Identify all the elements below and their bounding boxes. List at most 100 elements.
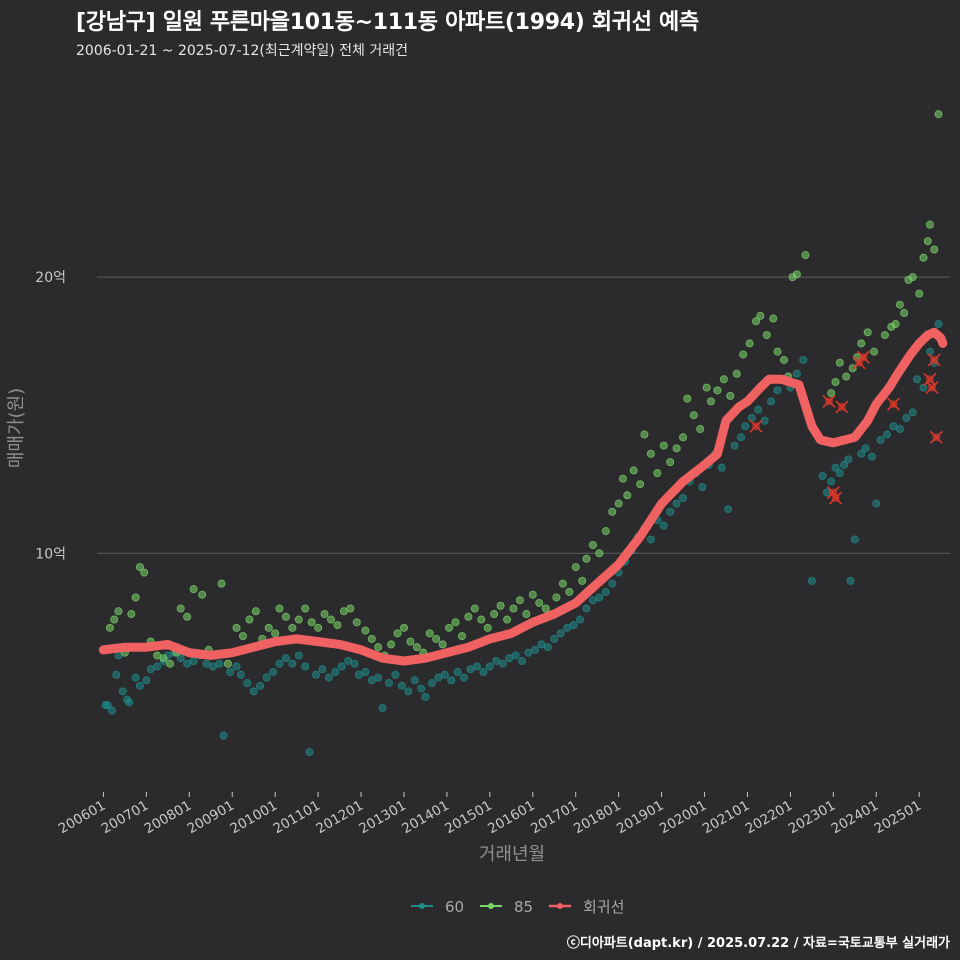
source-credit: ⓒ디아파트(dapt.kr) / 2025.07.22 / 자료=국토교통부 실… [566,936,950,951]
data-point-85 [752,317,761,326]
data-point-85 [827,389,836,398]
data-point-60 [118,687,127,696]
data-point-60 [792,369,801,378]
data-point-60 [556,629,565,638]
x-tick-label: 201201 [313,798,366,838]
data-point-60 [754,405,763,414]
data-point-60 [153,662,162,671]
data-point-60 [256,681,265,690]
data-point-60 [479,668,488,677]
data-point-60 [672,499,681,508]
data-point-85 [831,378,840,387]
chart-subtitle: 2006-01-21 ~ 2025-07-12(최근계약일) 전체 거래건 [76,43,408,59]
data-point-85 [925,220,934,229]
cancelled-point-cross [929,430,943,444]
x-tick-label: 202001 [657,798,710,838]
data-point-85 [870,347,879,356]
data-point-85 [689,411,698,420]
data-point-60 [135,681,144,690]
gridlines [97,276,950,554]
data-point-60 [472,662,481,671]
data-point-85 [653,469,662,478]
data-point-60 [840,460,849,469]
series-60-points [101,320,943,757]
cancelled-point-cross [828,491,843,505]
data-point-60 [646,535,655,544]
data-point-60 [767,397,776,406]
x-tick-label: 200601 [56,798,109,838]
cancelled-point-cross [749,419,763,433]
data-point-85 [895,300,904,309]
cancelled-point-cross [925,381,939,395]
cancelled-point [822,394,836,408]
data-point-60 [818,471,827,480]
data-point-85 [110,615,119,624]
data-point-85 [923,237,932,246]
data-point-60 [518,656,527,665]
legend-label-60: 60 [445,898,464,916]
data-point-85 [582,554,591,563]
data-point-85 [522,610,531,619]
data-point-85 [361,626,370,635]
data-point-60 [301,662,310,671]
data-point-85 [483,623,492,632]
cancelled-point-cross [822,394,836,408]
data-point-85 [367,634,376,643]
data-point-85 [438,640,447,649]
data-point-85 [535,598,544,607]
data-point-60 [498,659,507,668]
data-point-85 [352,618,361,627]
data-point-85 [762,331,771,340]
data-point-60 [447,676,456,685]
cancelled-point-cross [835,400,849,414]
data-point-60 [243,679,252,688]
data-point-85 [294,615,303,624]
data-point-60 [417,684,426,693]
data-point-60 [226,668,235,677]
data-point-60 [666,507,675,516]
data-point-60 [350,659,359,668]
x-tick-label: 202301 [786,798,839,838]
data-point-60 [232,662,241,671]
data-point-85 [387,640,396,649]
cancelled-point [923,372,937,386]
data-point-85 [608,507,617,516]
data-point-60 [857,449,866,458]
data-point-85 [756,311,765,320]
data-point-85 [223,659,232,668]
x-tick-label: 201401 [399,798,452,838]
data-point-85 [552,593,561,602]
data-point-85 [477,615,486,624]
data-point-85 [565,587,574,596]
data-point-60 [125,698,134,707]
data-point-85 [672,444,681,453]
data-point-60 [861,444,870,453]
x-tick-label: 201501 [442,798,495,838]
data-point-60 [717,463,726,472]
cancelled-points [749,350,943,505]
data-point-85 [713,386,722,395]
data-point-85 [496,601,505,610]
data-point-85 [515,596,524,605]
data-point-85 [595,549,604,558]
data-point-85 [159,654,168,663]
cancelled-point [852,356,866,370]
data-point-85 [445,623,454,632]
data-point-85 [732,369,741,378]
x-tick-label: 200801 [142,798,195,838]
data-point-60 [530,645,539,654]
data-point-85 [457,632,466,641]
data-point-60 [281,654,290,663]
data-point-85 [773,347,782,356]
data-point-85 [900,309,909,318]
legend-label-regression: 회귀선 [583,898,624,916]
data-point-60 [391,670,400,679]
x-tick-label: 201801 [571,798,624,838]
data-point-60 [773,386,782,395]
data-point-60 [741,422,750,431]
data-point-60 [440,670,449,679]
data-point-85 [176,604,185,613]
data-point-85 [509,604,518,613]
data-point-60 [698,482,707,491]
data-point-60 [872,499,881,508]
